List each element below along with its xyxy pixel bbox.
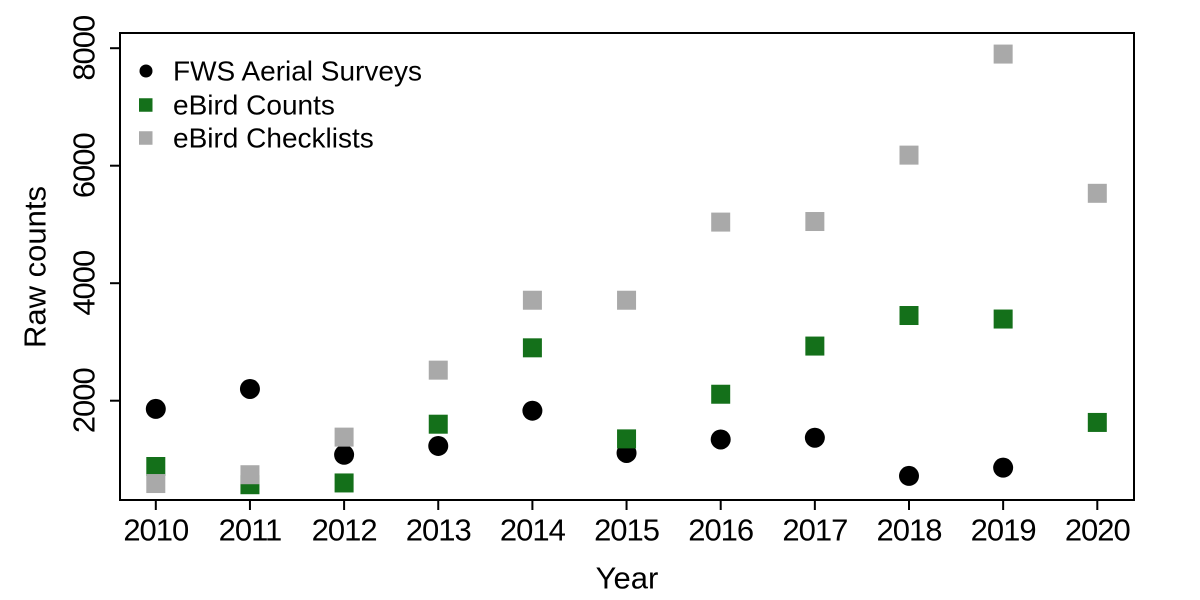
point-ebird-checklists-2017 bbox=[805, 212, 825, 232]
point-fws-aerial-surveys-2019 bbox=[993, 457, 1014, 478]
x-tick-label: 2017 bbox=[782, 513, 847, 548]
x-tick-label: 2014 bbox=[500, 513, 566, 548]
point-ebird-checklists-2020 bbox=[1087, 183, 1107, 203]
point-fws-aerial-surveys-2010 bbox=[145, 398, 166, 419]
y-tick-label: 4000 bbox=[67, 250, 102, 316]
y-tick-label: 6000 bbox=[67, 132, 102, 198]
point-fws-aerial-surveys-2016 bbox=[710, 429, 731, 450]
point-ebird-checklists-2015 bbox=[617, 290, 637, 310]
point-ebird-counts-2015 bbox=[617, 429, 637, 449]
point-ebird-checklists-2011 bbox=[240, 465, 260, 485]
point-ebird-counts-2020 bbox=[1087, 412, 1107, 432]
point-ebird-counts-2018 bbox=[899, 306, 919, 326]
point-fws-aerial-surveys-2012 bbox=[334, 444, 355, 465]
x-tick-label: 2019 bbox=[971, 513, 1036, 548]
legend-label: FWS Aerial Surveys bbox=[173, 56, 422, 87]
point-fws-aerial-surveys-2018 bbox=[899, 465, 919, 486]
y-tick-label: 2000 bbox=[67, 367, 102, 433]
point-ebird-checklists-2013 bbox=[428, 360, 448, 380]
x-tick-label: 2011 bbox=[219, 513, 282, 548]
y-axis-title: Raw counts bbox=[18, 186, 53, 348]
x-tick-label: 2013 bbox=[406, 513, 471, 548]
point-fws-aerial-surveys-2011 bbox=[239, 378, 260, 399]
legend-item-ebird-counts bbox=[139, 98, 153, 112]
legend-label: eBird Checklists bbox=[173, 123, 374, 154]
x-tick-label: 2020 bbox=[1065, 513, 1131, 548]
x-tick-label: 2012 bbox=[312, 513, 377, 548]
point-ebird-counts-2016 bbox=[711, 384, 731, 404]
x-tick-label: 2015 bbox=[594, 513, 659, 548]
point-ebird-checklists-2019 bbox=[993, 44, 1013, 64]
x-tick-label: 2018 bbox=[877, 513, 942, 548]
point-ebird-counts-2014 bbox=[522, 338, 542, 358]
legend-label: eBird Counts bbox=[173, 90, 335, 121]
point-ebird-checklists-2010 bbox=[146, 474, 166, 494]
point-ebird-counts-2013 bbox=[428, 414, 448, 434]
point-ebird-counts-2010 bbox=[146, 457, 166, 476]
legend-item-fws-aerial-surveys bbox=[139, 64, 153, 78]
point-ebird-checklists-2018 bbox=[899, 145, 919, 165]
point-fws-aerial-surveys-2017 bbox=[804, 427, 825, 448]
y-tick-label: 8000 bbox=[67, 15, 102, 81]
point-ebird-checklists-2014 bbox=[522, 290, 542, 310]
point-fws-aerial-surveys-2014 bbox=[522, 400, 543, 421]
point-ebird-counts-2012 bbox=[334, 473, 354, 493]
legend-square-icon bbox=[139, 131, 153, 145]
point-fws-aerial-surveys-2013 bbox=[428, 435, 449, 456]
legend-circle-icon bbox=[139, 64, 153, 78]
x-axis-title: Year bbox=[596, 561, 659, 596]
x-tick-label: 2016 bbox=[688, 513, 753, 548]
legend-square-icon bbox=[139, 98, 153, 112]
point-ebird-checklists-2016 bbox=[711, 212, 731, 232]
point-ebird-counts-2017 bbox=[805, 336, 825, 356]
point-ebird-checklists-2012 bbox=[334, 427, 354, 447]
x-tick-label: 2010 bbox=[123, 513, 189, 548]
point-ebird-counts-2019 bbox=[993, 309, 1013, 329]
legend-item-ebird-checklists bbox=[139, 131, 153, 145]
